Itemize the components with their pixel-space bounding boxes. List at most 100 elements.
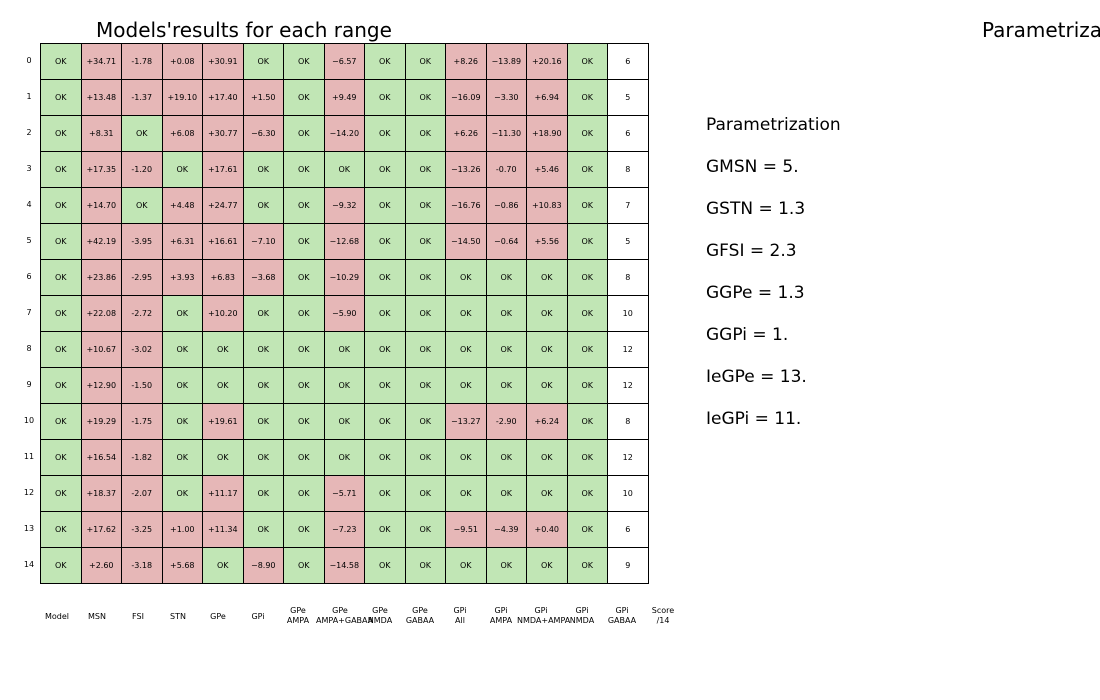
ok-cell: OK (404, 439, 446, 476)
ok-cell: OK (364, 43, 406, 80)
column-label: GPi All (453, 606, 467, 625)
deviation-cell: +11.34 (202, 511, 244, 548)
ok-cell: OK (566, 151, 608, 188)
ok-cell: OK (526, 475, 568, 512)
ok-cell: OK (40, 547, 82, 584)
deviation-cell: +18.90 (526, 115, 568, 152)
deviation-cell: −14.20 (323, 115, 365, 152)
row-label: 1 (26, 92, 32, 101)
ok-cell: OK (242, 439, 284, 476)
ok-cell: OK (364, 511, 406, 548)
ok-cell: OK (161, 331, 203, 368)
ok-cell: OK (323, 331, 365, 368)
deviation-cell: −13.89 (485, 43, 527, 80)
deviation-cell: -1.78 (121, 43, 163, 80)
column-label: GPi NMDA+AMPA (517, 606, 571, 625)
ok-cell: OK (242, 331, 284, 368)
deviation-cell: -2.72 (121, 295, 163, 332)
column-label: GPe (210, 612, 226, 621)
ok-cell: OK (323, 439, 365, 476)
ok-cell: OK (40, 79, 82, 116)
table-row: OK +8.31 OK +6.08 +30.77 −6.30 OK −14.20 OK OK +6.… (40, 115, 649, 152)
ok-cell: OK (404, 475, 446, 512)
score-cell: 10 (607, 295, 649, 332)
ok-cell: OK (566, 439, 608, 476)
deviation-cell: +3.93 (161, 259, 203, 296)
deviation-cell: +1.50 (242, 79, 284, 116)
ok-cell: OK (40, 187, 82, 224)
deviation-cell: -0.70 (485, 151, 527, 188)
ok-cell: OK (323, 403, 365, 440)
ok-cell: OK (242, 295, 284, 332)
results-table: OK +34.71 -1.78 +0.08 +30.91 OK OK −6.57 OK OK +8.… (40, 43, 649, 584)
ok-cell: OK (404, 547, 446, 584)
ok-cell: OK (283, 547, 325, 584)
deviation-cell: −16.09 (445, 79, 487, 116)
table-row: OK +19.29 -1.75 OK +19.61 OK OK OK OK OK −13.27 -2.… (40, 403, 649, 440)
parameter-line: IeGPi = 11. (706, 409, 802, 429)
row-label: 2 (26, 128, 32, 137)
deviation-cell: +30.91 (202, 43, 244, 80)
ok-cell: OK (404, 367, 446, 404)
ok-cell: OK (364, 439, 406, 476)
row-label: 7 (26, 308, 32, 317)
deviation-cell: -2.90 (485, 403, 527, 440)
deviation-cell: −11.30 (485, 115, 527, 152)
column-label: GPi AMPA (489, 606, 513, 625)
score-cell: 10 (607, 475, 649, 512)
ok-cell: OK (566, 331, 608, 368)
ok-cell: OK (283, 403, 325, 440)
ok-cell: OK (566, 259, 608, 296)
deviation-cell: −6.57 (323, 43, 365, 80)
column-label: Model (44, 612, 70, 621)
ok-cell: OK (283, 295, 325, 332)
ok-cell: OK (323, 367, 365, 404)
ok-cell: OK (202, 439, 244, 476)
ok-cell: OK (161, 439, 203, 476)
deviation-cell: −13.26 (445, 151, 487, 188)
ok-cell: OK (40, 367, 82, 404)
ok-cell: OK (283, 43, 325, 80)
deviation-cell: -3.25 (121, 511, 163, 548)
ok-cell: OK (566, 475, 608, 512)
ok-cell: OK (485, 331, 527, 368)
ok-cell: OK (364, 295, 406, 332)
row-label: 3 (26, 164, 32, 173)
parameter-line: GGPe = 1.3 (706, 283, 805, 303)
deviation-cell: +6.24 (526, 403, 568, 440)
deviation-cell: +8.31 (80, 115, 122, 152)
ok-cell: OK (40, 475, 82, 512)
ok-cell: OK (364, 331, 406, 368)
column-label: GPe AMPA (286, 606, 310, 625)
deviation-cell: +30.77 (202, 115, 244, 152)
table-row: OK +2.60 -3.18 +5.68 OK −8.90 OK −14.58 OK OK OK OK… (40, 547, 649, 584)
ok-cell: OK (364, 259, 406, 296)
table-row: OK +10.67 -3.02 OK OK OK OK OK OK OK OK OK OK OK 12 (40, 331, 649, 368)
ok-cell: OK (566, 403, 608, 440)
ok-cell: OK (40, 439, 82, 476)
ok-cell: OK (242, 367, 284, 404)
row-label: 10 (23, 416, 35, 425)
ok-cell: OK (283, 259, 325, 296)
parametrization-panel: Parametrization GMSN = 5. GSTN = 1.3 GFSI … (706, 113, 841, 449)
ok-cell: OK (526, 367, 568, 404)
ok-cell: OK (364, 475, 406, 512)
ok-cell: OK (40, 43, 82, 80)
ok-cell: OK (40, 115, 82, 152)
column-label: GPi GABAA (607, 606, 637, 625)
deviation-cell: +1.00 (161, 511, 203, 548)
ok-cell: OK (404, 331, 446, 368)
score-cell: 9 (607, 547, 649, 584)
ok-cell: OK (485, 295, 527, 332)
ok-cell: OK (566, 115, 608, 152)
deviation-cell: +8.26 (445, 43, 487, 80)
deviation-cell: +17.40 (202, 79, 244, 116)
score-cell: 5 (607, 79, 649, 116)
deviation-cell: +20.16 (526, 43, 568, 80)
ok-cell: OK (283, 79, 325, 116)
deviation-cell: +17.35 (80, 151, 122, 188)
deviation-cell: −5.90 (323, 295, 365, 332)
ok-cell: OK (445, 547, 487, 584)
ok-cell: OK (566, 79, 608, 116)
parametrization-title-clipped: Parametriza (982, 18, 1100, 42)
